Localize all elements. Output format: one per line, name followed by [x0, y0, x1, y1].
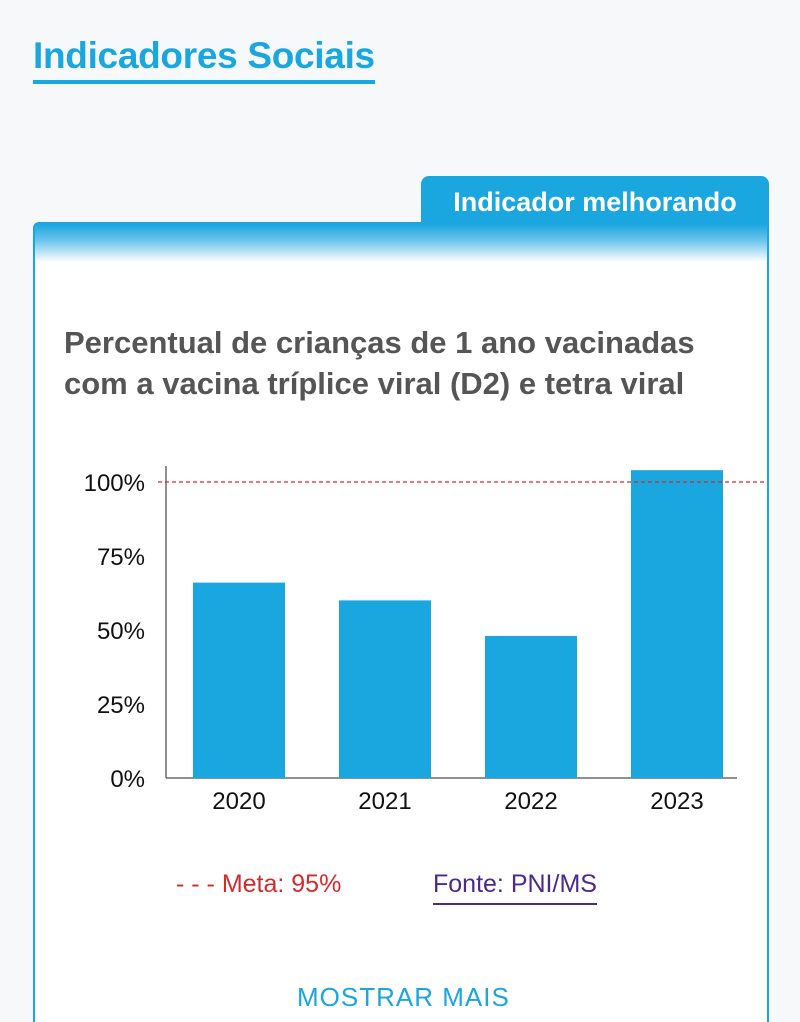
card-header-gradient	[35, 224, 767, 262]
bar	[631, 470, 723, 778]
x-tick-label: 2020	[212, 788, 265, 815]
y-tick-label: 75%	[97, 544, 145, 571]
bar	[339, 600, 431, 778]
y-tick-label: 50%	[97, 618, 145, 645]
x-tick-label: 2021	[358, 788, 411, 815]
x-tick-label: 2022	[504, 788, 557, 815]
target-legend: - - - Meta: 95%	[176, 870, 342, 898]
bar-chart: 0% 25% 50% 75% 100% 2020 2021 2022 2023	[84, 466, 765, 815]
page-title: Indicadores Sociais	[33, 34, 375, 84]
bar	[485, 635, 577, 778]
status-tab: Indicador melhorando	[421, 176, 769, 228]
chart-title: Percentual de crianças de 1 ano vacinada…	[64, 325, 695, 401]
y-tick-label: 100%	[84, 470, 145, 497]
bar	[193, 582, 285, 778]
y-tick-label: 25%	[97, 692, 145, 719]
show-more-button[interactable]: MOSTRAR MAIS	[297, 982, 510, 1012]
x-tick-label: 2023	[650, 788, 703, 815]
source-link[interactable]: Fonte: PNI/MS	[433, 866, 597, 905]
y-tick-label: 0%	[110, 766, 145, 793]
